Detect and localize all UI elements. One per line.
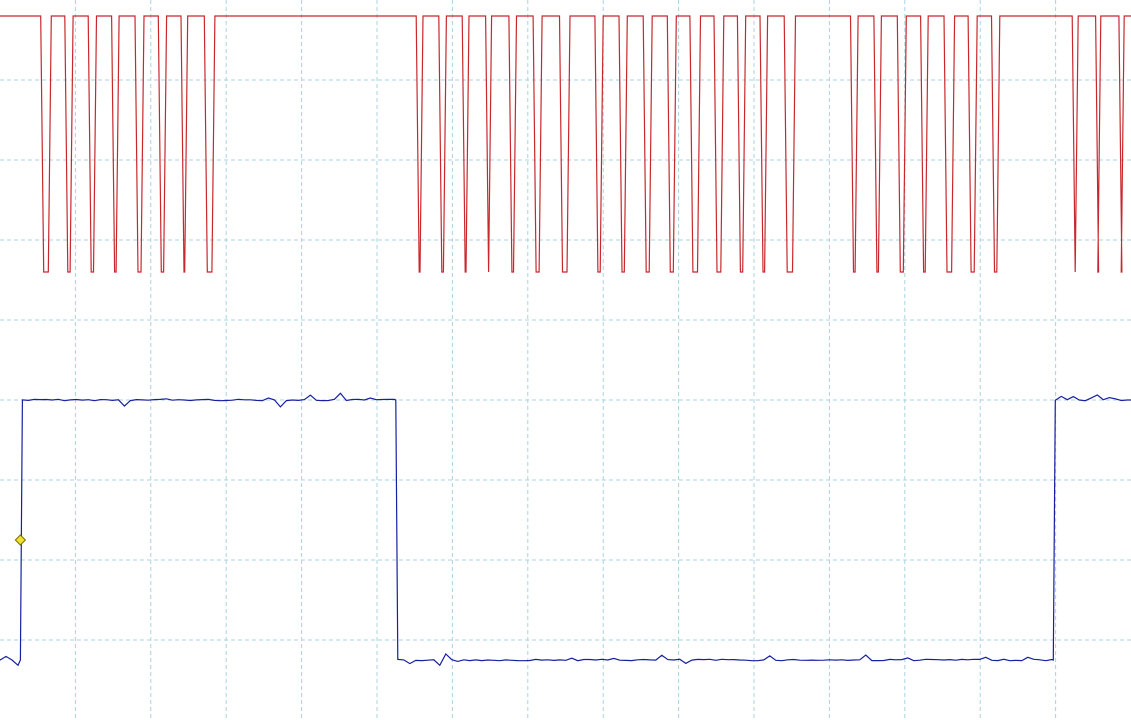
channel-2-trace-group [0,392,1131,667]
channel-1-trace [0,15,1131,273]
channel-2-trace [0,392,1131,667]
trigger-marker [14,534,27,546]
channel-1-trace-group [0,15,1131,273]
trigger-marker-group [14,534,27,546]
